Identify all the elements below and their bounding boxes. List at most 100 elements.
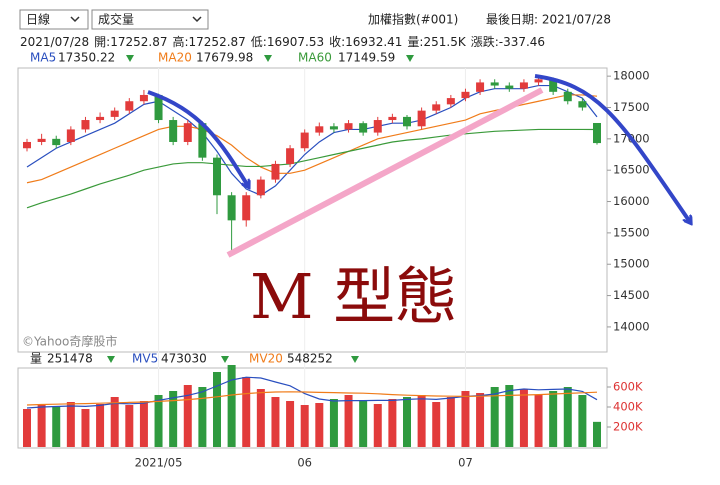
- candle-body: [139, 94, 148, 102]
- volume-bar: [110, 397, 119, 447]
- candle-body: [256, 179, 265, 196]
- volume-bar: [139, 401, 148, 447]
- trend-line: [226, 87, 544, 258]
- candle-body: [388, 116, 397, 121]
- legend-name: MA5: [30, 51, 56, 65]
- legend-name: MV5: [132, 352, 158, 366]
- candle-body: [563, 91, 572, 102]
- y-tick-label: 16500: [613, 163, 650, 177]
- volume-bar: [534, 395, 543, 447]
- candle-body: [359, 123, 368, 133]
- candle-body: [286, 148, 295, 164]
- x-tick-label: 07: [458, 456, 473, 470]
- candle-body: [417, 110, 426, 127]
- volume-bar: [242, 377, 251, 447]
- quote-value: -337.46: [499, 35, 545, 49]
- annotation: M 型態: [250, 260, 457, 333]
- volume-bar: [476, 393, 485, 447]
- y-tick-label: 17500: [613, 100, 650, 114]
- volume-bar: [432, 402, 441, 447]
- volume-bar: [490, 387, 499, 447]
- volume-bar: [37, 405, 46, 447]
- candle-body: [52, 138, 61, 146]
- y-tick-label: 14500: [613, 288, 650, 302]
- volume-bar: [169, 391, 178, 447]
- quote-label: 量:: [407, 35, 423, 49]
- legend-arrow: [351, 356, 359, 363]
- candle-body: [66, 129, 75, 142]
- dropdown[interactable]: 日線: [19, 9, 89, 30]
- dropdown-label[interactable]: 日線: [26, 12, 50, 27]
- volume-bar: [446, 397, 455, 447]
- y-tick-label: 15000: [613, 257, 650, 271]
- candle-body: [593, 122, 601, 144]
- volume-bar: [315, 403, 324, 447]
- candle-body: [271, 163, 280, 180]
- volume-bar: [198, 387, 207, 447]
- volume-bar: [213, 372, 221, 447]
- volume-bar: [52, 407, 61, 447]
- quote-value: 16932.41: [345, 35, 402, 49]
- y-tick-label: 400K: [613, 400, 643, 414]
- candle-body: [315, 126, 324, 133]
- candle-body: [300, 132, 309, 149]
- candle-body: [183, 123, 192, 142]
- legend-arrow: [221, 356, 229, 363]
- ma-line: [26, 391, 598, 406]
- volume-bar: [417, 395, 426, 447]
- ma-line: [26, 128, 598, 209]
- volume-bar: [23, 409, 31, 447]
- y-tick-label: 200K: [613, 420, 643, 434]
- legend-name: 量: [30, 352, 42, 366]
- volume-bar: [505, 385, 514, 447]
- volume-bar: [183, 385, 192, 447]
- volume-bar: [300, 405, 309, 447]
- volume-bar: [549, 391, 558, 447]
- volume-bar: [373, 404, 382, 447]
- legend-value: 548252: [287, 352, 333, 366]
- candle-body: [125, 101, 134, 111]
- legend-name: MV20: [249, 352, 283, 366]
- volume-bar: [519, 389, 528, 447]
- volume-bar: [227, 365, 236, 447]
- candle-body: [476, 82, 485, 92]
- candle-body: [549, 79, 558, 92]
- arrow: [534, 74, 690, 222]
- volume-bar: [81, 409, 90, 447]
- volume-bar: [563, 387, 572, 447]
- legend-arrow: [264, 55, 272, 62]
- candle-body: [242, 195, 251, 221]
- dropdown[interactable]: 成交量: [91, 9, 209, 30]
- price-panel: [17, 67, 608, 353]
- y-tick-label: 14000: [613, 319, 650, 333]
- legend-name: MA20: [158, 51, 192, 65]
- legend-arrow: [126, 55, 134, 62]
- y-tick-label: 18000: [613, 69, 650, 83]
- candle-body: [213, 157, 221, 196]
- candle-body: [154, 94, 163, 121]
- volume-bar: [125, 405, 134, 447]
- dropdown-label[interactable]: 成交量: [98, 12, 134, 27]
- candle-body: [490, 82, 499, 86]
- quote-label: 低:: [251, 35, 267, 49]
- candle-body: [344, 123, 353, 130]
- candle-body: [37, 138, 46, 142]
- quote-date: 2021/07/28: [20, 35, 89, 49]
- arrow: [147, 90, 248, 186]
- quote-label: 開:: [94, 35, 110, 49]
- volume-panel: [17, 367, 608, 449]
- candle-body: [198, 123, 207, 158]
- candle-body: [403, 116, 411, 127]
- legend-value: 17149.59: [338, 51, 395, 65]
- x-tick-label: 2021/05: [135, 456, 183, 470]
- candle-body: [23, 141, 31, 149]
- volume-bar: [96, 404, 105, 447]
- candle-body: [227, 195, 236, 221]
- legend-value: 473030: [161, 352, 207, 366]
- volume-bar: [578, 395, 587, 447]
- legend-arrow: [406, 55, 414, 62]
- legend-arrow: [107, 356, 115, 363]
- candle-body: [81, 120, 90, 130]
